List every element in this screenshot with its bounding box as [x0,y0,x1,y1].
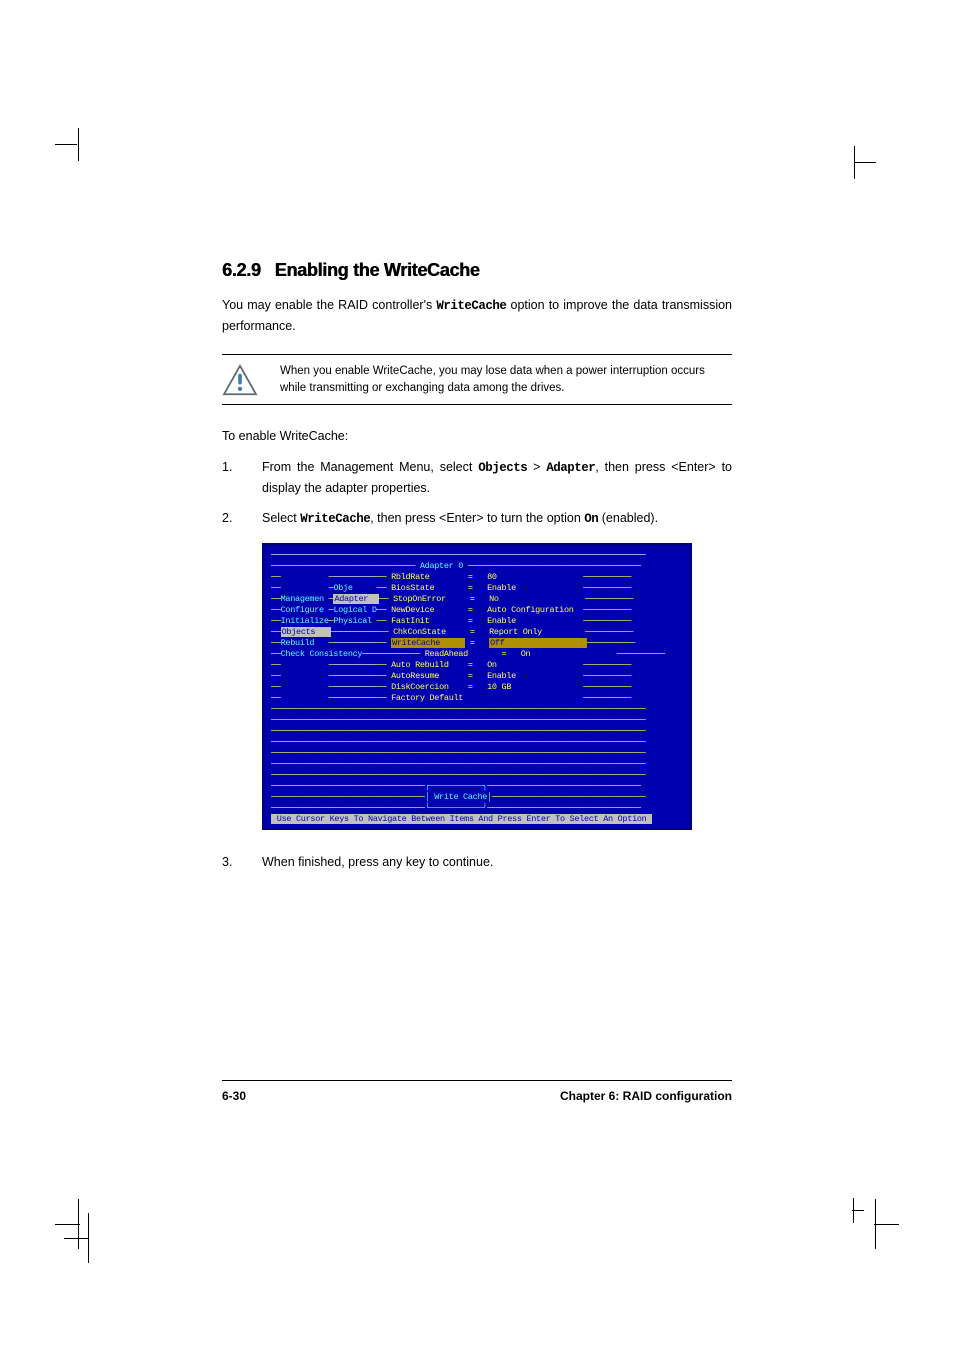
section-number: 6.2.9 [222,260,261,280]
crop-mark [875,1199,876,1249]
step-body: When finished, press any key to continue… [262,852,732,872]
step-2: 2. Select WriteCache, then press <Enter>… [222,508,732,529]
content-area: 6.2.9 Enabling the WriteCache You may en… [222,260,732,882]
crop-mark [64,1238,89,1239]
intro-paragraph: You may enable the RAID controller's Wri… [222,295,732,336]
step-number: 1. [222,457,262,498]
crop-mark [78,1199,79,1249]
page-number: 6-30 [222,1089,246,1103]
section-title: Enabling the WriteCache [275,260,480,280]
page: 6.2.9 Enabling the WriteCache You may en… [0,0,954,1351]
section-heading: 6.2.9 Enabling the WriteCache [222,260,732,281]
crop-mark [78,128,79,161]
step-1: 1. From the Management Menu, select Obje… [222,457,732,498]
step-text: > [527,460,546,474]
crop-mark [874,1224,899,1225]
step-bold: WriteCache [300,512,370,526]
step-text: (enabled). [598,511,658,525]
crop-mark [55,1224,80,1225]
warning-icon [222,364,258,396]
bios-screenshot: ────────────────────────────────────────… [262,543,692,830]
intro-text-pre: You may enable the RAID controller's [222,298,436,312]
step-body: From the Management Menu, select Objects… [262,457,732,498]
crop-mark [853,1198,854,1223]
step-text: From the Management Menu, select [262,460,478,474]
step-body: Select WriteCache, then press <Enter> to… [262,508,732,529]
crop-mark [854,146,855,179]
step-number: 2. [222,508,262,529]
step-bold: On [584,512,598,526]
intro-code: WriteCache [436,299,506,313]
step-text: Select [262,511,300,525]
step-3: 3. When finished, press any key to conti… [222,852,732,872]
step-text: , then press <Enter> to turn the option [370,511,584,525]
crop-mark [55,144,77,145]
page-footer: 6-30 Chapter 6: RAID configuration [222,1080,732,1103]
crop-mark [854,162,876,163]
step-number: 3. [222,852,262,872]
lead-text: To enable WriteCache: [222,429,732,443]
crop-mark [88,1213,89,1263]
step-bold: Adapter [546,461,595,475]
chapter-label: Chapter 6: RAID configuration [560,1089,732,1103]
warning-text: When you enable WriteCache, you may lose… [280,363,732,396]
warning-note: When you enable WriteCache, you may lose… [222,354,732,405]
step-bold: Objects [478,461,527,475]
